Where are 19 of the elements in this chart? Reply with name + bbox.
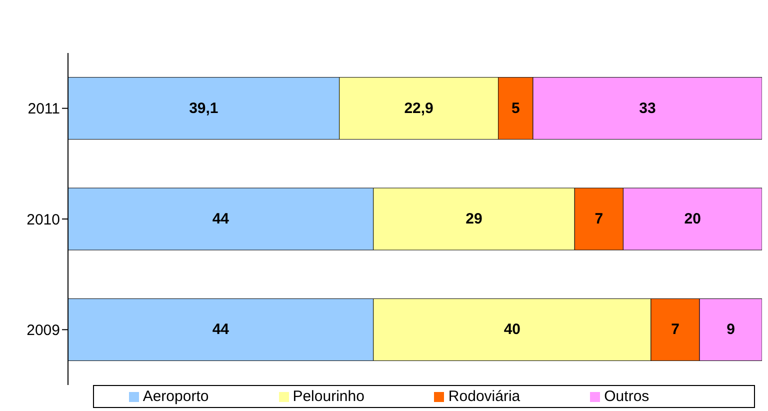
data-label: 29 <box>466 210 482 228</box>
legend-label: Aeroporto <box>142 388 209 405</box>
data-label: 5 <box>511 100 520 117</box>
data-label: 40 <box>504 321 521 338</box>
data-label: 7 <box>594 210 604 228</box>
legend-label: Pelourinho <box>292 388 364 405</box>
data-label: 33 <box>639 100 656 117</box>
data-label: 7 <box>671 321 680 338</box>
data-label: 44 <box>212 321 230 338</box>
y-tick-label: 2009 <box>26 322 60 339</box>
data-label: 44 <box>212 210 230 228</box>
y-tick-label: 2010 <box>26 211 60 228</box>
data-label: 22,9 <box>404 100 434 117</box>
y-tick-label: 2011 <box>28 100 60 118</box>
data-label: 39,1 <box>189 100 218 117</box>
legend-label: Outros <box>604 388 650 405</box>
legend-label: Rodoviária <box>448 388 520 405</box>
data-label: 20 <box>684 210 701 228</box>
data-label: 9 <box>726 321 735 338</box>
